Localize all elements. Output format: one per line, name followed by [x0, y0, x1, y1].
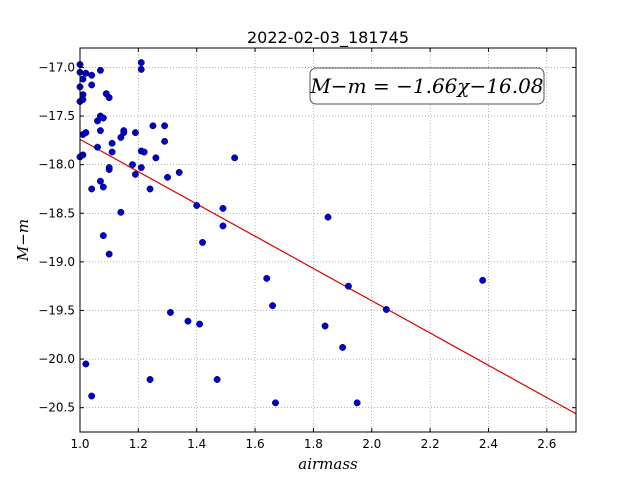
data-point	[193, 202, 201, 209]
data-point	[344, 282, 352, 290]
data-point	[213, 376, 221, 383]
data-point	[219, 222, 227, 230]
chart-title: 2022-02-03_181745	[247, 28, 409, 48]
data-point	[137, 65, 145, 73]
y-tick-label: −19.0	[38, 255, 75, 269]
data-point	[161, 137, 169, 145]
data-point	[79, 96, 87, 103]
data-point	[79, 75, 87, 83]
x-tick-label: 2.0	[362, 437, 381, 451]
data-point	[353, 399, 361, 407]
grid-lines	[80, 48, 576, 432]
data-point	[137, 59, 145, 67]
annotation-box	[309, 67, 545, 105]
data-point	[339, 343, 347, 351]
x-tick-label: 2.4	[479, 437, 498, 451]
data-point	[321, 322, 329, 330]
data-point	[105, 164, 113, 172]
data-point	[94, 143, 101, 151]
data-point	[99, 114, 107, 122]
data-point	[140, 148, 148, 156]
x-tick-label: 1.4	[187, 437, 206, 451]
data-point	[263, 274, 271, 282]
data-point	[117, 208, 125, 216]
x-tick-label: 1.8	[304, 437, 323, 451]
data-point	[82, 129, 90, 137]
data-point	[120, 127, 128, 135]
data-point	[146, 185, 154, 193]
data-point	[149, 122, 157, 130]
data-point	[152, 154, 160, 162]
data-point	[88, 392, 96, 400]
data-point	[88, 71, 96, 79]
data-point	[82, 69, 90, 77]
y-tick-label: −18.5	[38, 206, 75, 220]
data-point	[382, 306, 390, 313]
fit-line	[79, 138, 577, 415]
data-point	[105, 94, 113, 102]
data-point	[82, 360, 90, 368]
data-point	[161, 122, 169, 130]
x-tick-label: 2.2	[421, 437, 440, 451]
data-point	[164, 173, 171, 181]
data-point	[479, 276, 487, 284]
x-tick-label: 2.6	[537, 437, 556, 451]
x-tick-label: 1.0	[70, 437, 89, 451]
x-axis-ticks: 1.0 1.2 1.4 1.6 1.8 2.0 2.2 2.4 2.6	[70, 48, 556, 451]
data-point	[231, 154, 239, 162]
data-point	[94, 117, 101, 125]
y-tick-label: −18.0	[38, 158, 75, 172]
x-tick-label: 1.2	[129, 437, 148, 451]
data-point	[105, 250, 113, 258]
data-point	[108, 148, 116, 156]
y-tick-label: −20.5	[38, 401, 75, 415]
data-point	[99, 232, 107, 240]
fit-equation: M−m = −1.66χ−16.08	[309, 74, 543, 98]
data-point	[131, 129, 139, 137]
y-tick-label: −20.0	[38, 352, 75, 366]
fit-annotation: M−m = −1.66χ−16.08	[309, 67, 545, 105]
data-point	[146, 376, 154, 383]
data-point	[96, 177, 104, 185]
data-point	[79, 151, 87, 159]
y-axis-ticks: −17.0 −17.5 −18.0 −18.5 −19.0 −19.5 −20.0 −20.5	[38, 60, 576, 415]
x-tick-label: 1.6	[246, 437, 265, 451]
x-axis-title: airmass	[298, 455, 358, 473]
data-point	[131, 170, 139, 178]
fit-line-layer	[79, 138, 577, 415]
data-point	[184, 317, 192, 325]
data-point	[88, 81, 96, 89]
y-tick-label: −17.0	[38, 60, 75, 74]
data-point	[199, 238, 206, 246]
y-tick-label: −17.5	[38, 109, 75, 123]
data-point	[219, 204, 227, 212]
data-point	[324, 213, 332, 221]
data-point	[108, 139, 116, 147]
data-point	[96, 127, 104, 135]
data-point	[166, 308, 174, 316]
data-point	[99, 183, 107, 191]
y-axis-title: M−m	[14, 219, 32, 262]
data-point	[269, 302, 277, 310]
data-point	[129, 161, 136, 169]
data-point	[175, 168, 183, 176]
data-point	[137, 164, 145, 172]
data-point	[196, 320, 204, 328]
data-point	[272, 399, 279, 407]
y-tick-label: −19.5	[38, 303, 75, 317]
plot-frame	[79, 47, 577, 433]
data-point	[88, 185, 96, 193]
data-point	[96, 66, 104, 74]
